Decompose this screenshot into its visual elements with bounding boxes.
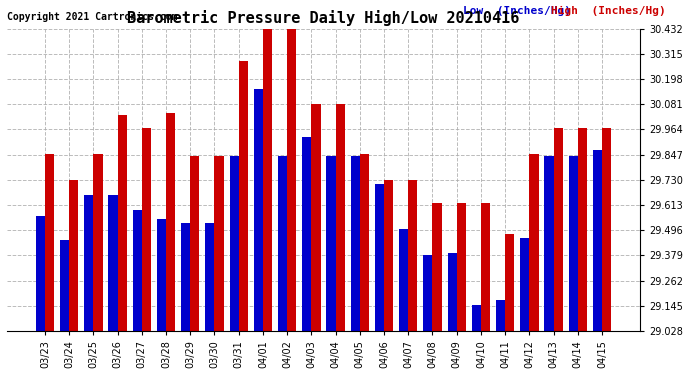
Bar bbox=[239, 61, 248, 331]
Bar bbox=[433, 204, 442, 331]
Bar bbox=[287, 29, 297, 331]
Bar bbox=[472, 305, 481, 331]
Bar bbox=[578, 128, 587, 331]
Bar bbox=[84, 195, 93, 331]
Bar bbox=[108, 195, 117, 331]
Bar bbox=[593, 150, 602, 331]
Bar bbox=[117, 115, 127, 331]
Bar bbox=[60, 240, 69, 331]
Title: Barometric Pressure Daily High/Low 20210416: Barometric Pressure Daily High/Low 20210… bbox=[127, 10, 520, 26]
Bar bbox=[359, 154, 369, 331]
Bar bbox=[569, 156, 578, 331]
Bar bbox=[408, 180, 417, 331]
Bar bbox=[481, 204, 490, 331]
Bar bbox=[311, 104, 321, 331]
Bar bbox=[190, 156, 199, 331]
Bar bbox=[375, 184, 384, 331]
Bar bbox=[215, 156, 224, 331]
Text: Low  (Inches/Hg): Low (Inches/Hg) bbox=[463, 6, 571, 16]
Bar bbox=[36, 216, 45, 331]
Bar bbox=[69, 180, 79, 331]
Bar bbox=[448, 253, 457, 331]
Bar bbox=[496, 300, 505, 331]
Bar bbox=[423, 255, 433, 331]
Bar bbox=[206, 223, 215, 331]
Bar bbox=[278, 156, 287, 331]
Bar bbox=[326, 156, 335, 331]
Text: High  (Inches/Hg): High (Inches/Hg) bbox=[551, 6, 666, 16]
Bar bbox=[93, 154, 103, 331]
Bar bbox=[157, 219, 166, 331]
Bar bbox=[553, 128, 563, 331]
Bar bbox=[166, 113, 175, 331]
Bar bbox=[351, 156, 359, 331]
Bar bbox=[384, 180, 393, 331]
Bar bbox=[335, 104, 345, 331]
Bar bbox=[302, 136, 311, 331]
Bar bbox=[399, 230, 408, 331]
Bar bbox=[230, 156, 239, 331]
Bar bbox=[254, 89, 263, 331]
Bar bbox=[505, 234, 514, 331]
Bar bbox=[520, 238, 529, 331]
Bar bbox=[45, 154, 54, 331]
Text: Copyright 2021 Cartronics.com: Copyright 2021 Cartronics.com bbox=[7, 12, 177, 22]
Bar bbox=[529, 154, 539, 331]
Bar bbox=[263, 29, 272, 331]
Bar bbox=[602, 128, 611, 331]
Bar bbox=[544, 156, 553, 331]
Bar bbox=[457, 204, 466, 331]
Bar bbox=[132, 210, 142, 331]
Bar bbox=[142, 128, 151, 331]
Bar bbox=[181, 223, 190, 331]
